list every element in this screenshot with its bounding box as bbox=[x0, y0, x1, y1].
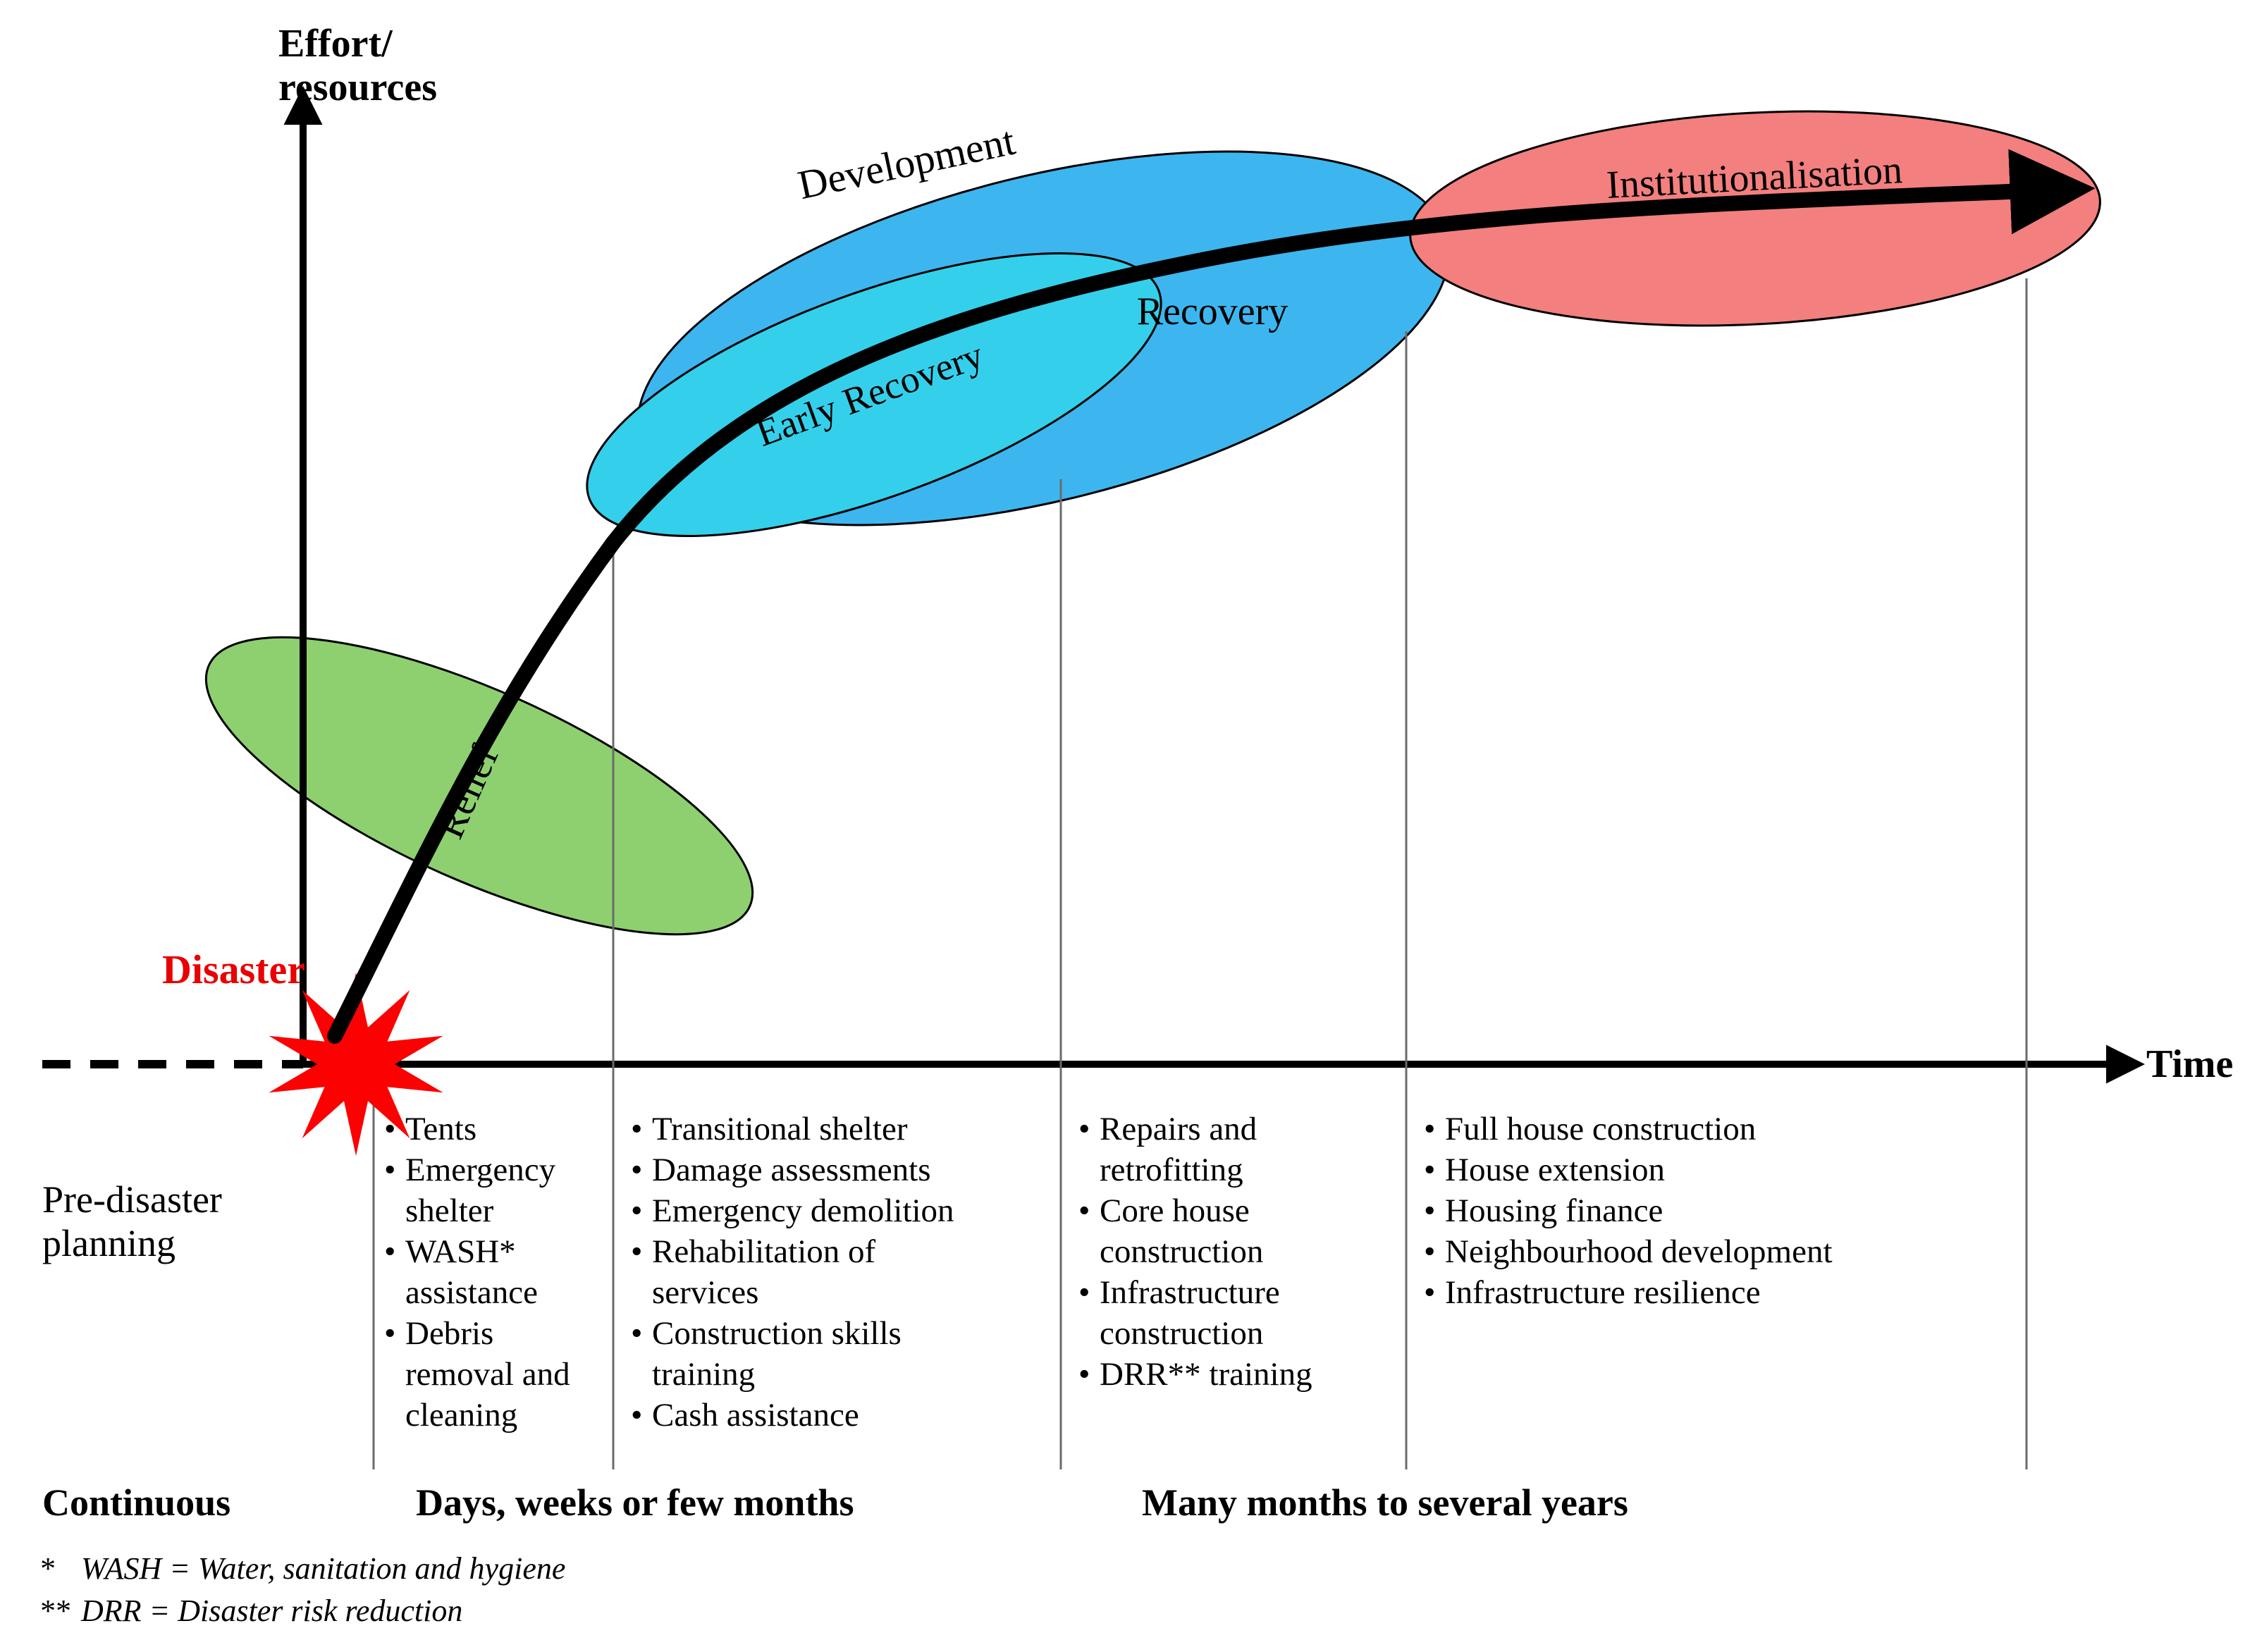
bullet-1-1-0: Damage assessments bbox=[652, 1152, 930, 1188]
pre-disaster-line1: Pre-disaster bbox=[42, 1178, 222, 1221]
footnote-text-0: WASH = Water, sanitation and hygiene bbox=[81, 1551, 565, 1586]
bullet-0-3-0: Debris bbox=[405, 1315, 493, 1352]
pre-disaster-line2: planning bbox=[42, 1222, 176, 1264]
timeline-continuous: Continuous bbox=[42, 1481, 230, 1524]
timeline-short: Days, weeks or few months bbox=[416, 1481, 854, 1524]
bullet-2-2-1: construction bbox=[1100, 1315, 1263, 1352]
bullet-2-3-0: DRR** training bbox=[1100, 1356, 1312, 1393]
bullet-3-4-0: Infrastructure resilience bbox=[1445, 1274, 1761, 1311]
bullet-marker: • bbox=[631, 1192, 642, 1229]
bullet-2-2-0: Infrastructure bbox=[1100, 1274, 1280, 1311]
footnote-star-0: * bbox=[39, 1551, 54, 1586]
footnote-text-1: DRR = Disaster risk reduction bbox=[80, 1594, 462, 1628]
bullet-marker: • bbox=[1078, 1274, 1090, 1311]
bullet-2-0-1: retrofitting bbox=[1100, 1152, 1243, 1188]
bullet-marker: • bbox=[1424, 1111, 1435, 1147]
bullet-3-3-0: Neighbourhood development bbox=[1445, 1233, 1833, 1270]
bullet-0-1-1: shelter bbox=[405, 1192, 494, 1229]
bullet-0-2-0: WASH* bbox=[405, 1233, 516, 1270]
bullet-3-2-0: Housing finance bbox=[1445, 1192, 1663, 1229]
y-axis-label-1: Effort/ bbox=[278, 22, 393, 66]
bullet-marker: • bbox=[1424, 1152, 1435, 1188]
bullet-marker: • bbox=[631, 1152, 642, 1188]
bullet-marker: • bbox=[631, 1233, 642, 1270]
bullet-marker: • bbox=[1424, 1192, 1435, 1229]
bullet-marker: • bbox=[384, 1152, 395, 1188]
bullet-marker: • bbox=[1424, 1233, 1435, 1270]
label-recovery: Recovery bbox=[1137, 290, 1288, 333]
bullet-marker: • bbox=[384, 1315, 395, 1352]
disaster-label: Disaster bbox=[162, 947, 305, 992]
bullet-marker: • bbox=[631, 1315, 642, 1352]
bullet-marker: • bbox=[1424, 1274, 1435, 1311]
bullet-marker: • bbox=[384, 1111, 395, 1147]
bullet-2-1-1: construction bbox=[1100, 1233, 1263, 1270]
bullet-3-1-0: House extension bbox=[1445, 1152, 1665, 1188]
footnote-star-1: ** bbox=[39, 1594, 70, 1628]
bullet-1-5-0: Cash assistance bbox=[652, 1397, 859, 1434]
y-axis-label-2: resources bbox=[278, 66, 437, 109]
bullet-1-2-0: Emergency demolition bbox=[652, 1192, 954, 1229]
bullet-1-4-0: Construction skills bbox=[652, 1315, 902, 1352]
bullet-marker: • bbox=[384, 1233, 395, 1270]
bullet-1-3-1: services bbox=[652, 1274, 758, 1311]
bullet-0-1-0: Emergency bbox=[405, 1152, 556, 1188]
bullet-1-4-1: training bbox=[652, 1356, 755, 1393]
bullet-marker: • bbox=[631, 1397, 642, 1434]
bullet-marker: • bbox=[1078, 1111, 1090, 1147]
bullet-0-3-1: removal and bbox=[405, 1356, 570, 1393]
bullet-0-2-1: assistance bbox=[405, 1274, 538, 1311]
bullet-marker: • bbox=[1078, 1356, 1090, 1393]
timeline-long: Many months to several years bbox=[1142, 1481, 1628, 1524]
bullet-0-0-0: Tents bbox=[405, 1111, 476, 1147]
bullet-1-3-0: Rehabilitation of bbox=[652, 1233, 876, 1270]
bullet-1-0-0: Transitional shelter bbox=[652, 1111, 908, 1147]
bullet-0-3-2: cleaning bbox=[405, 1397, 517, 1434]
bullet-marker: • bbox=[631, 1111, 642, 1147]
bullet-2-1-0: Core house bbox=[1100, 1192, 1250, 1229]
x-axis-label: Time bbox=[2146, 1042, 2233, 1086]
bullet-2-0-0: Repairs and bbox=[1100, 1111, 1257, 1147]
bullet-marker: • bbox=[1078, 1192, 1090, 1229]
bullet-3-0-0: Full house construction bbox=[1445, 1111, 1756, 1147]
